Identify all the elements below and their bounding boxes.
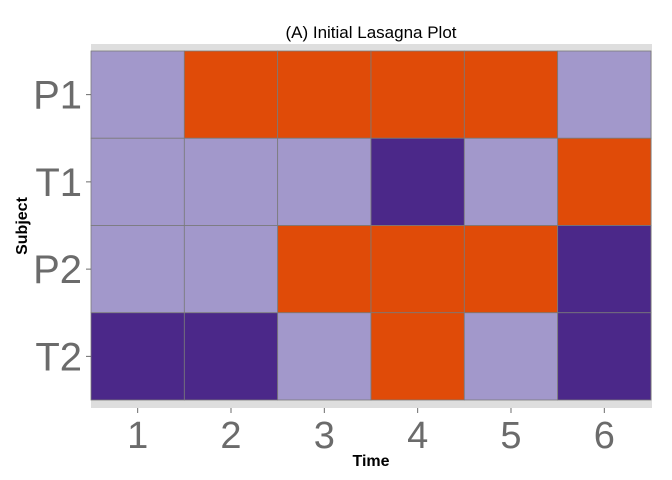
y-tick-label: P2: [33, 248, 82, 292]
heatmap-cells: [90, 50, 652, 401]
cell-t2-t1: [90, 312, 185, 401]
cell-t1-t1: [90, 137, 185, 226]
y-tick-label: T2: [35, 335, 82, 379]
cell-p2-t4: [370, 225, 465, 314]
x-tick-label: 5: [500, 415, 521, 457]
cell-p2-t1: [90, 225, 185, 314]
cell-p1-t1: [90, 50, 185, 139]
cell-p1-t3: [277, 50, 372, 139]
x-tick-label: 3: [314, 415, 335, 457]
x-tick-label: 1: [127, 415, 148, 457]
cell-p2-t6: [557, 225, 652, 314]
cell-p2-t5: [463, 225, 559, 314]
cell-p1-t6: [557, 50, 652, 139]
cell-t2-t6: [557, 312, 652, 401]
cell-t1-t5: [463, 137, 559, 226]
y-axis-ticks: P1 T1 P2 T2: [33, 74, 91, 379]
y-axis-title: Subject: [14, 196, 31, 254]
x-tick-label: 6: [594, 415, 615, 457]
cell-t1-t6: [557, 137, 652, 226]
x-tick-label: 4: [407, 415, 428, 457]
x-axis-ticks: 1 2 3 4 5 6: [127, 408, 615, 457]
cell-p2-t3: [277, 225, 372, 314]
chart-title: (A) Initial Lasagna Plot: [285, 23, 456, 42]
x-axis-title: Time: [352, 453, 389, 470]
cell-t1-t2: [183, 137, 279, 226]
cell-p1-t2: [183, 50, 279, 139]
cell-t2-t5: [463, 312, 559, 401]
y-tick-label: T1: [35, 161, 82, 205]
y-tick-label: P1: [33, 74, 82, 118]
cell-t1-t3: [277, 137, 372, 226]
cell-t1-t4: [370, 137, 465, 226]
x-tick-label: 2: [220, 415, 241, 457]
cell-p1-t4: [370, 50, 465, 139]
cell-t2-t3: [277, 312, 372, 401]
cell-p2-t2: [183, 225, 279, 314]
cell-t2-t4: [370, 312, 465, 401]
cell-t2-t2: [183, 312, 279, 401]
cell-p1-t5: [463, 50, 559, 139]
